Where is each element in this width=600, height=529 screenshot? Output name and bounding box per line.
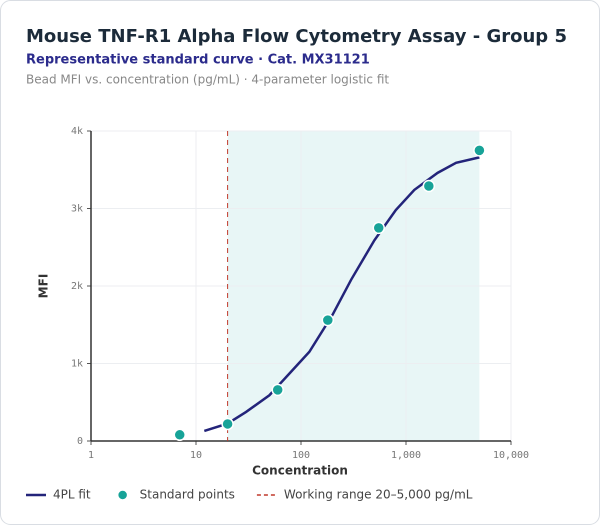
point [271, 383, 284, 397]
y-tick-label: 3k [71, 204, 83, 215]
chart-title: Mouse TNF-R1 Alpha Flow Cytometry Assay … [26, 26, 567, 47]
y-tick-label: 0 [77, 436, 83, 447]
legend-label: Standard points [140, 488, 235, 502]
chart-caption: Bead MFI vs. concentration (pg/mL) · 4-p… [26, 73, 389, 87]
x-tick-label: 10 [190, 450, 202, 461]
x-tick-label: 1,000 [391, 450, 421, 461]
x-axis-label: Concentration [252, 464, 348, 478]
x-tick-label: 1 [88, 450, 94, 461]
point [173, 428, 186, 442]
x-tick-label: 10,000 [493, 450, 529, 461]
point [321, 313, 335, 327]
y-tick-label: 4k [71, 126, 83, 137]
legend-swatch [116, 489, 129, 501]
point [221, 417, 234, 431]
y-tick-label: 2k [71, 281, 83, 292]
point [372, 221, 385, 235]
x-tick-label: 100 [292, 450, 310, 461]
legend-label: Working range 20–5,000 pg/mL [284, 488, 473, 502]
legend-label: 4PL fit [53, 488, 91, 502]
y-axis-label: MFI [37, 274, 51, 299]
y-tick-label: 1k [71, 359, 83, 370]
point [473, 144, 486, 157]
point [422, 179, 436, 193]
chart-subtitle: Representative standard curve · Cat. MX3… [26, 53, 370, 68]
fit-line [203, 156, 480, 433]
